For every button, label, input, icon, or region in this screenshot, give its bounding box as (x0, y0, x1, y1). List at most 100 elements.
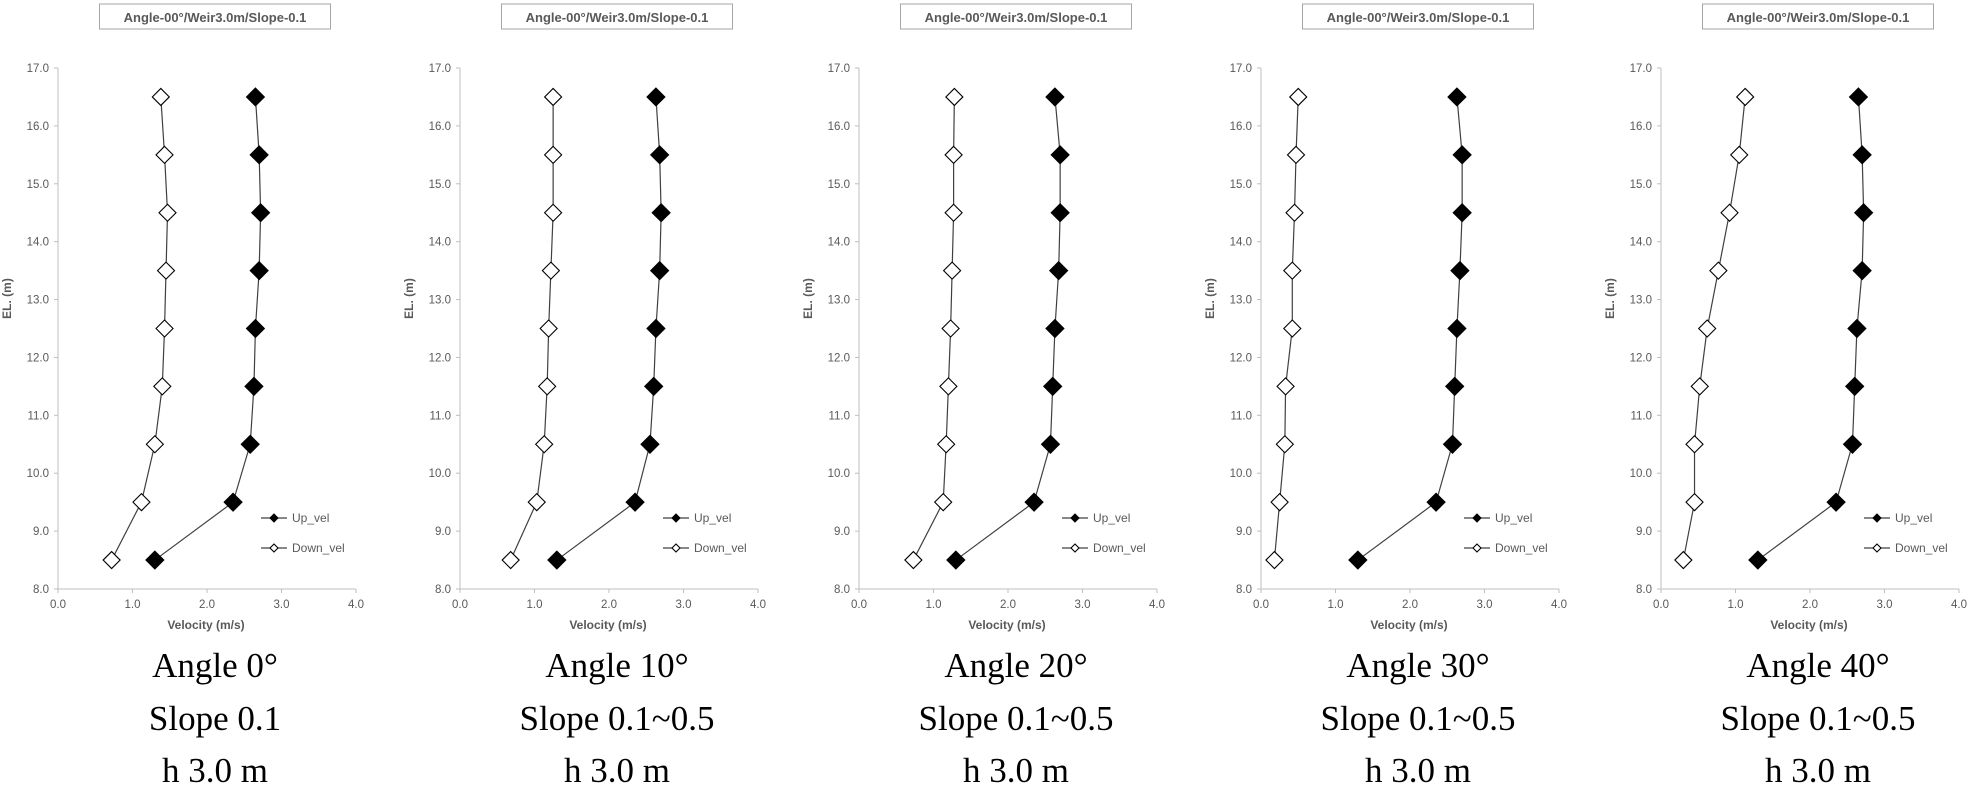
legend-marker (1472, 513, 1482, 523)
x-tick-label: 3.0 (1877, 599, 1893, 611)
y-tick-label: 16.0 (1230, 121, 1252, 133)
y-tick-label: 12.0 (429, 352, 451, 364)
data-point-up-vel (1852, 145, 1872, 165)
y-tick-label: 13.0 (429, 295, 451, 307)
data-point-down-vel (1709, 261, 1728, 280)
x-axis-label: Velocity (m/s) (1770, 618, 1847, 632)
y-tick-label: 14.0 (27, 237, 49, 249)
data-point-down-vel (541, 261, 561, 280)
caption-line-1: Angle 40° (1746, 646, 1889, 685)
x-tick-label: 4.0 (1149, 599, 1165, 611)
caption-line-1: Angle 0° (152, 646, 278, 685)
legend-label: Up_vel (1093, 511, 1130, 525)
data-point-up-vel (1045, 87, 1065, 107)
data-point-up-vel (649, 145, 670, 165)
y-tick-label: 12.0 (1630, 352, 1652, 364)
y-tick-label: 15.0 (27, 179, 49, 191)
caption-line-2: Slope 0.1~0.5 (520, 699, 715, 738)
data-point-down-vel (1685, 492, 1704, 512)
y-tick-label: 17.0 (27, 63, 49, 75)
data-point-up-vel (245, 318, 266, 339)
caption-line-3: h 3.0 m (1365, 751, 1471, 790)
data-point-down-vel (153, 377, 172, 396)
y-tick-label: 17.0 (828, 63, 850, 75)
data-point-up-vel (1447, 318, 1467, 339)
data-point-down-vel (102, 550, 121, 570)
data-point-down-vel (942, 261, 962, 280)
y-axis-label: EL. (m) (1603, 278, 1617, 319)
x-tick-label: 1.0 (125, 599, 141, 611)
x-tick-label: 2.0 (1802, 599, 1818, 611)
data-point-down-vel (945, 87, 964, 107)
caption-line-3: h 3.0 m (1765, 751, 1871, 790)
y-tick-label: 10.0 (27, 468, 49, 480)
data-point-down-vel (1265, 550, 1284, 570)
data-point-down-vel (1288, 87, 1308, 107)
data-point-up-vel (1042, 376, 1063, 397)
x-tick-label: 4.0 (750, 599, 766, 611)
data-point-down-vel (151, 87, 171, 107)
caption-line-3: h 3.0 m (564, 751, 670, 790)
data-point-down-vel (1685, 434, 1704, 454)
chart-title-box (501, 3, 733, 30)
x-tick-label: 3.0 (676, 599, 692, 611)
data-point-down-vel (145, 434, 165, 454)
data-point-up-vel (651, 203, 671, 223)
data-point-up-vel (1853, 203, 1874, 223)
legend-marker (671, 543, 681, 553)
data-point-up-vel (547, 550, 567, 570)
y-tick-label: 9.0 (834, 526, 850, 538)
data-point-down-vel (537, 377, 557, 396)
x-tick-label: 0.0 (452, 599, 468, 611)
data-point-up-vel (1450, 260, 1470, 281)
data-point-down-vel (941, 319, 960, 338)
y-tick-label: 14.0 (429, 237, 451, 249)
x-tick-label: 1.0 (1328, 599, 1344, 611)
chart-title-box (1302, 3, 1534, 30)
data-point-up-vel (646, 318, 666, 339)
y-tick-label: 8.0 (435, 584, 451, 596)
legend-marker (1070, 543, 1080, 553)
legend-marker (1070, 513, 1080, 523)
data-point-down-vel (1276, 377, 1295, 396)
caption-line-3: h 3.0 m (963, 751, 1069, 790)
data-point-up-vel (1844, 376, 1865, 397)
y-tick-label: 13.0 (27, 295, 49, 307)
y-tick-label: 15.0 (1230, 179, 1252, 191)
data-point-up-vel (1442, 434, 1463, 454)
data-point-down-vel (939, 377, 958, 396)
chart-panel-5: Angle-00°/Weir3.0m/Slope-0.1 8.0 9.0 10.0 11… (1603, 3, 1967, 790)
legend-marker (671, 513, 681, 523)
data-point-up-vel (1847, 318, 1867, 339)
legend-label: Down_vel (292, 541, 345, 555)
x-tick-label: 0.0 (1653, 599, 1669, 611)
y-axis-label: EL. (m) (402, 278, 416, 319)
legend-marker (269, 543, 279, 553)
data-point-up-vel (1852, 260, 1872, 281)
y-tick-label: 11.0 (1630, 410, 1652, 422)
data-point-up-vel (1040, 434, 1061, 454)
data-point-down-vel (1283, 261, 1302, 280)
data-point-up-vel (249, 145, 269, 165)
data-point-up-vel (223, 492, 243, 512)
data-point-up-vel (649, 260, 670, 281)
data-point-down-vel (156, 261, 176, 280)
data-point-down-vel (132, 492, 151, 512)
x-tick-label: 4.0 (1951, 599, 1967, 611)
y-tick-label: 12.0 (27, 352, 49, 364)
chart-title-box (1702, 3, 1934, 30)
y-tick-label: 9.0 (33, 526, 49, 538)
y-tick-label: 12.0 (1230, 352, 1252, 364)
y-tick-label: 10.0 (429, 468, 451, 480)
data-point-down-vel (539, 319, 558, 338)
data-point-down-vel (543, 87, 563, 107)
legend-label: Down_vel (694, 541, 747, 555)
data-point-down-vel (1283, 319, 1302, 338)
y-tick-label: 15.0 (1630, 179, 1652, 191)
legend-marker (1872, 543, 1882, 553)
data-point-up-vel (1452, 203, 1472, 223)
y-tick-label: 14.0 (1230, 237, 1252, 249)
y-tick-label: 9.0 (1236, 526, 1252, 538)
data-point-up-vel (1050, 203, 1070, 223)
